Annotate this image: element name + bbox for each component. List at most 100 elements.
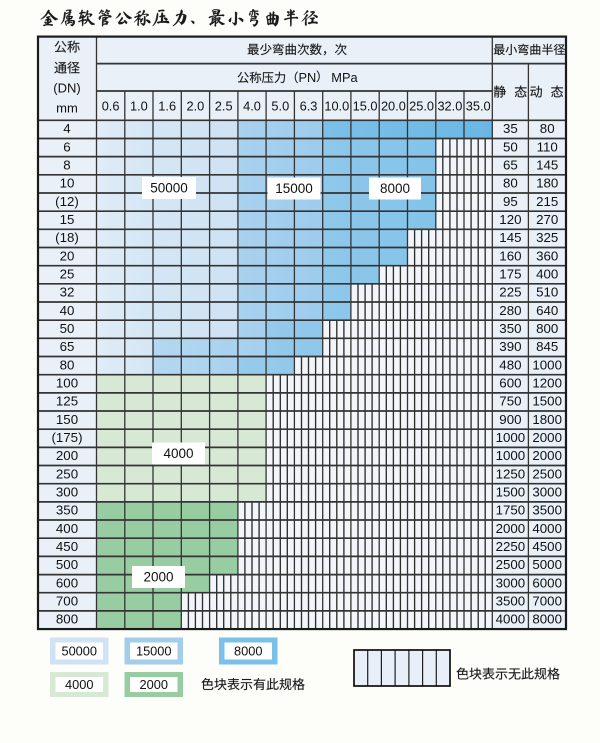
svg-text:480: 480 bbox=[499, 357, 521, 372]
svg-text:145: 145 bbox=[536, 157, 558, 172]
svg-text:200: 200 bbox=[56, 448, 78, 463]
svg-text:800: 800 bbox=[536, 321, 558, 336]
svg-text:3000: 3000 bbox=[532, 485, 562, 500]
svg-text:25: 25 bbox=[60, 267, 75, 282]
svg-text:32.0: 32.0 bbox=[437, 98, 462, 113]
svg-text:1000: 1000 bbox=[496, 448, 526, 463]
svg-text:350: 350 bbox=[499, 321, 521, 336]
svg-text:2.0: 2.0 bbox=[187, 98, 205, 113]
svg-text:(175): (175) bbox=[51, 430, 82, 445]
svg-text:MPa: MPa bbox=[331, 70, 358, 85]
svg-text:5.0: 5.0 bbox=[271, 98, 289, 113]
svg-text:300: 300 bbox=[56, 485, 78, 500]
svg-text:225: 225 bbox=[499, 285, 521, 300]
svg-text:2500: 2500 bbox=[496, 557, 526, 572]
svg-text:3000: 3000 bbox=[496, 575, 526, 590]
svg-text:2.5: 2.5 bbox=[215, 98, 233, 113]
svg-text:4: 4 bbox=[63, 121, 70, 136]
svg-text:20.0: 20.0 bbox=[381, 98, 406, 113]
svg-text:1.0: 1.0 bbox=[130, 98, 148, 113]
svg-text:2500: 2500 bbox=[532, 466, 562, 481]
svg-text:145: 145 bbox=[499, 230, 521, 245]
svg-text:0.6: 0.6 bbox=[102, 98, 120, 113]
svg-text:10: 10 bbox=[60, 176, 75, 191]
svg-text:4000: 4000 bbox=[496, 612, 526, 627]
svg-text:1000: 1000 bbox=[496, 430, 526, 445]
svg-text:280: 280 bbox=[499, 303, 521, 318]
svg-text:750: 750 bbox=[499, 394, 521, 409]
svg-text:2000: 2000 bbox=[496, 521, 526, 536]
svg-text:35: 35 bbox=[503, 121, 518, 136]
svg-text:1500: 1500 bbox=[532, 394, 562, 409]
svg-text:10.0: 10.0 bbox=[324, 98, 349, 113]
svg-text:180: 180 bbox=[536, 176, 558, 191]
svg-text:510: 510 bbox=[536, 285, 558, 300]
svg-text:6.3: 6.3 bbox=[300, 98, 318, 113]
svg-text:50000: 50000 bbox=[150, 181, 188, 196]
svg-text:65: 65 bbox=[503, 157, 518, 172]
svg-text:8000: 8000 bbox=[532, 612, 562, 627]
svg-text:15.0: 15.0 bbox=[353, 98, 378, 113]
svg-text:PN: PN bbox=[299, 70, 317, 85]
svg-text:100: 100 bbox=[56, 376, 78, 391]
svg-text:50: 50 bbox=[60, 321, 75, 336]
svg-text:600: 600 bbox=[56, 575, 78, 590]
svg-text:80: 80 bbox=[60, 357, 75, 372]
svg-text:4000: 4000 bbox=[65, 677, 93, 692]
svg-text:(18): (18) bbox=[55, 230, 79, 245]
svg-text:3500: 3500 bbox=[532, 503, 562, 518]
svg-text:4000: 4000 bbox=[163, 446, 193, 461]
svg-text:15000: 15000 bbox=[275, 181, 313, 196]
svg-text:175: 175 bbox=[499, 267, 521, 282]
svg-text:6: 6 bbox=[63, 139, 70, 154]
svg-text:400: 400 bbox=[536, 267, 558, 282]
svg-text:400: 400 bbox=[56, 521, 78, 536]
svg-text:(DN): (DN) bbox=[53, 81, 80, 96]
svg-text:450: 450 bbox=[56, 539, 78, 554]
svg-text:4000: 4000 bbox=[532, 521, 562, 536]
svg-text:640: 640 bbox=[536, 303, 558, 318]
svg-text:270: 270 bbox=[536, 212, 558, 227]
svg-text:2000: 2000 bbox=[532, 430, 562, 445]
svg-text:150: 150 bbox=[56, 412, 78, 427]
svg-text:1750: 1750 bbox=[496, 503, 526, 518]
svg-text:1500: 1500 bbox=[496, 485, 526, 500]
svg-text:35.0: 35.0 bbox=[466, 98, 491, 113]
svg-text:160: 160 bbox=[499, 248, 521, 263]
svg-text:(12): (12) bbox=[55, 194, 79, 209]
svg-text:8000: 8000 bbox=[380, 181, 410, 196]
svg-text:2000: 2000 bbox=[143, 570, 173, 585]
svg-text:32: 32 bbox=[60, 285, 75, 300]
svg-text:1000: 1000 bbox=[532, 357, 562, 372]
svg-text:250: 250 bbox=[56, 466, 78, 481]
svg-text:15: 15 bbox=[60, 212, 75, 227]
svg-text:800: 800 bbox=[56, 612, 78, 627]
svg-text:4500: 4500 bbox=[532, 539, 562, 554]
svg-text:845: 845 bbox=[536, 339, 558, 354]
svg-text:40: 40 bbox=[60, 303, 75, 318]
svg-text:1200: 1200 bbox=[532, 376, 562, 391]
svg-text:350: 350 bbox=[56, 503, 78, 518]
svg-text:1800: 1800 bbox=[532, 412, 562, 427]
svg-text:80: 80 bbox=[540, 121, 555, 136]
svg-text:500: 500 bbox=[56, 557, 78, 572]
svg-text:8000: 8000 bbox=[234, 644, 262, 659]
svg-text:25.0: 25.0 bbox=[409, 98, 434, 113]
svg-text:1250: 1250 bbox=[496, 466, 526, 481]
svg-text:390: 390 bbox=[499, 339, 521, 354]
svg-text:2000: 2000 bbox=[140, 677, 168, 692]
svg-text:6000: 6000 bbox=[532, 575, 562, 590]
svg-text:215: 215 bbox=[536, 194, 558, 209]
svg-text:20: 20 bbox=[60, 248, 75, 263]
svg-text:2000: 2000 bbox=[532, 448, 562, 463]
svg-text:3500: 3500 bbox=[496, 594, 526, 609]
svg-text:5000: 5000 bbox=[532, 557, 562, 572]
svg-text:1.6: 1.6 bbox=[158, 98, 176, 113]
svg-text:700: 700 bbox=[56, 594, 78, 609]
svg-text:125: 125 bbox=[56, 394, 78, 409]
svg-text:110: 110 bbox=[537, 139, 558, 154]
svg-text:600: 600 bbox=[499, 376, 521, 391]
svg-text:4.0: 4.0 bbox=[243, 98, 261, 113]
svg-text:325: 325 bbox=[536, 230, 558, 245]
svg-text:8: 8 bbox=[63, 157, 70, 172]
